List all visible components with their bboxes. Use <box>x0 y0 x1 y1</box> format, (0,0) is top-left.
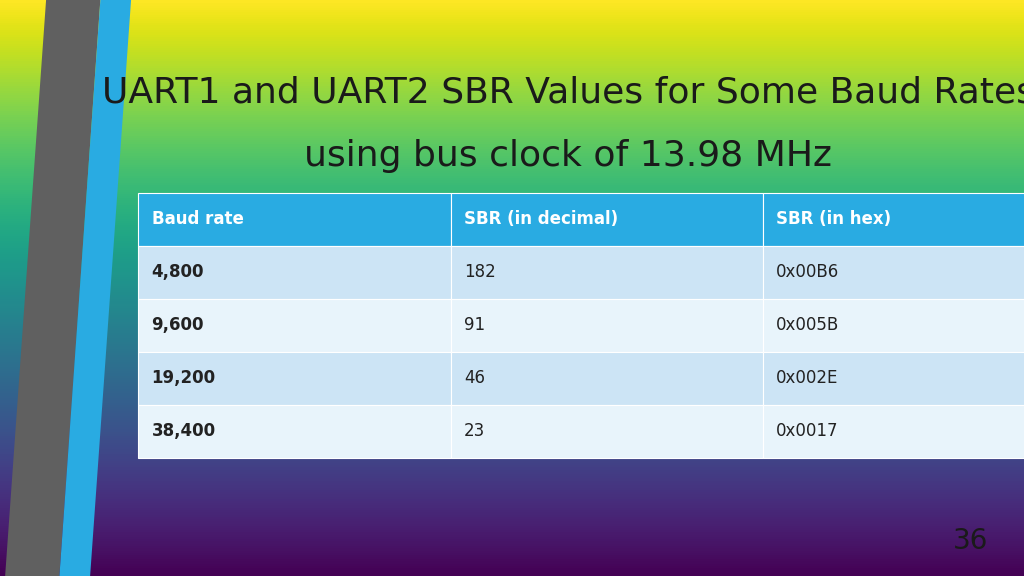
Text: 0x0017: 0x0017 <box>776 422 839 441</box>
Text: using bus clock of 13.98 MHz: using bus clock of 13.98 MHz <box>304 138 833 173</box>
FancyBboxPatch shape <box>138 246 451 299</box>
Text: 38,400: 38,400 <box>152 422 216 441</box>
FancyBboxPatch shape <box>451 352 763 405</box>
Polygon shape <box>59 0 131 576</box>
FancyBboxPatch shape <box>451 299 763 352</box>
Text: UART1 and UART2 SBR Values for Some Baud Rates: UART1 and UART2 SBR Values for Some Baud… <box>101 75 1024 109</box>
Text: 46: 46 <box>464 369 485 388</box>
Text: 0x005B: 0x005B <box>776 316 840 335</box>
Text: 9,600: 9,600 <box>152 316 204 335</box>
Text: 19,200: 19,200 <box>152 369 216 388</box>
Text: 182: 182 <box>464 263 496 282</box>
FancyBboxPatch shape <box>763 299 1024 352</box>
FancyBboxPatch shape <box>451 405 763 458</box>
Text: 0x002E: 0x002E <box>776 369 839 388</box>
Text: Baud rate: Baud rate <box>152 210 244 229</box>
FancyBboxPatch shape <box>451 193 763 246</box>
Text: 36: 36 <box>952 528 988 555</box>
FancyBboxPatch shape <box>138 405 451 458</box>
FancyBboxPatch shape <box>138 299 451 352</box>
Text: SBR (in decimal): SBR (in decimal) <box>464 210 618 229</box>
FancyBboxPatch shape <box>138 193 451 246</box>
Text: 4,800: 4,800 <box>152 263 204 282</box>
Polygon shape <box>5 0 100 576</box>
FancyBboxPatch shape <box>763 193 1024 246</box>
FancyBboxPatch shape <box>763 405 1024 458</box>
FancyBboxPatch shape <box>138 352 451 405</box>
Text: 0x00B6: 0x00B6 <box>776 263 840 282</box>
FancyBboxPatch shape <box>763 352 1024 405</box>
FancyBboxPatch shape <box>763 246 1024 299</box>
FancyBboxPatch shape <box>451 246 763 299</box>
Text: 91: 91 <box>464 316 485 335</box>
Text: SBR (in hex): SBR (in hex) <box>776 210 891 229</box>
Text: 23: 23 <box>464 422 485 441</box>
